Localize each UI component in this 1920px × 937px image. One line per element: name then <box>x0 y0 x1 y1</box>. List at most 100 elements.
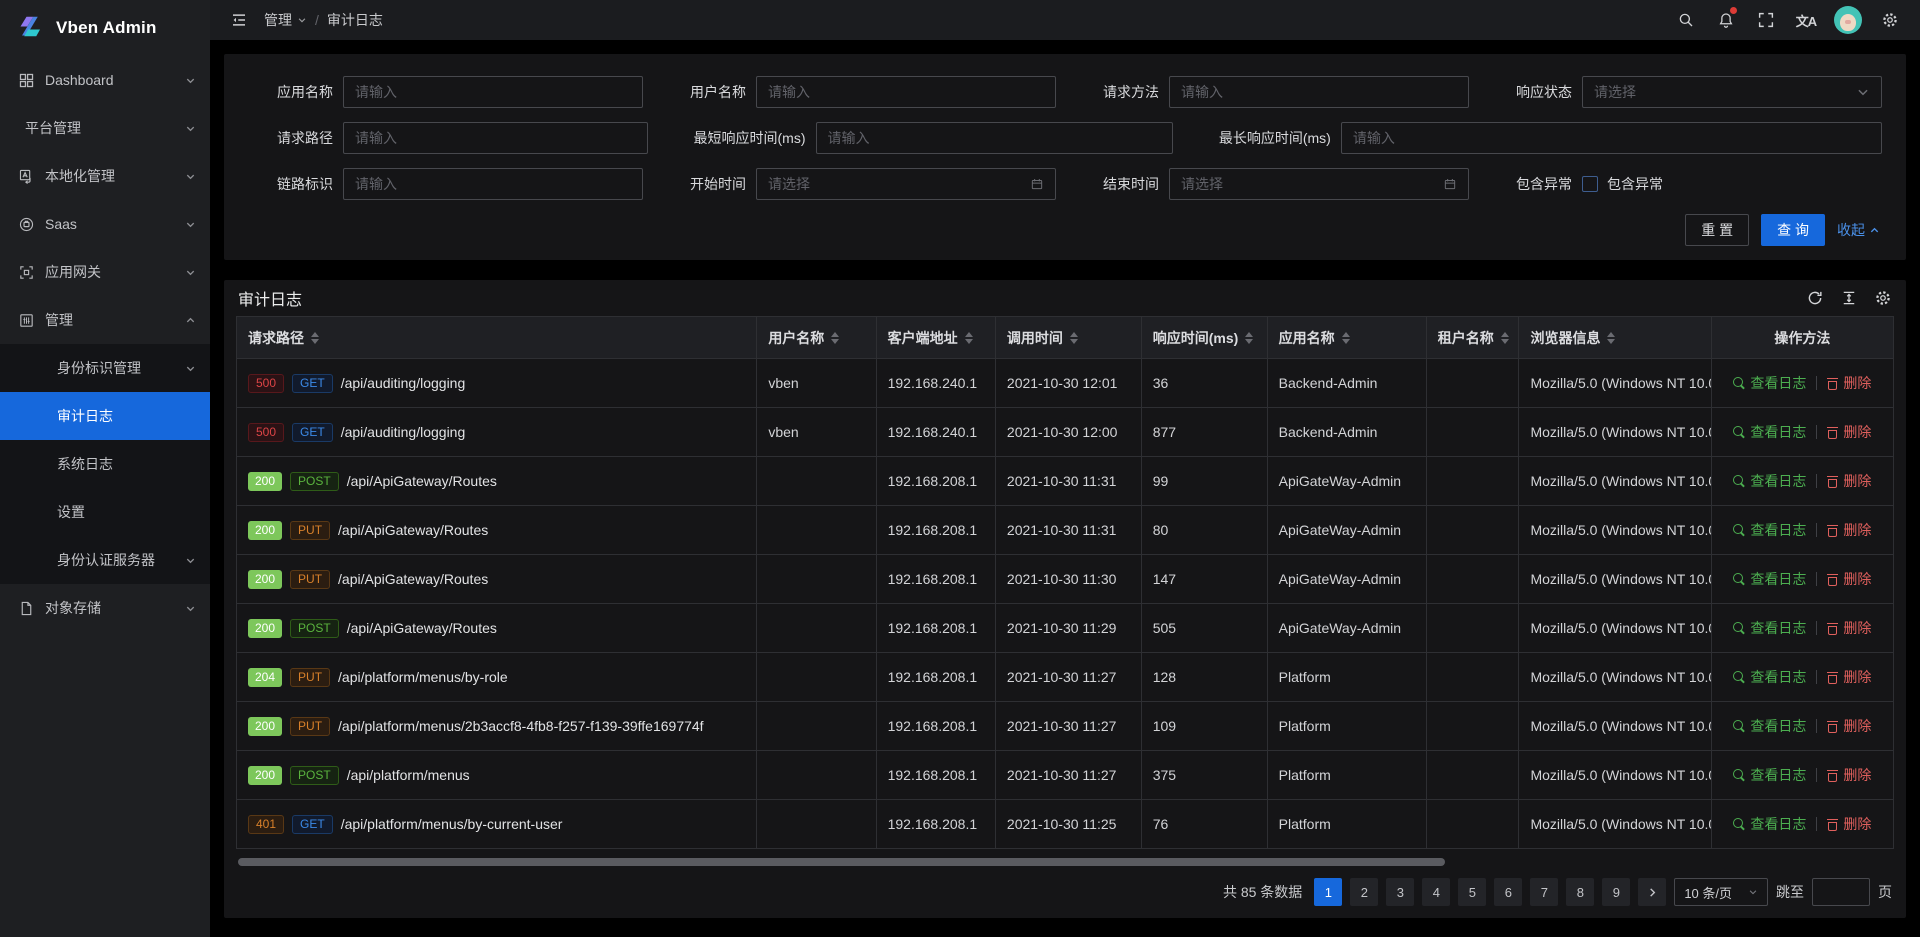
start-time-picker[interactable]: 请选择 <box>756 168 1056 200</box>
column-header-client-ip[interactable]: 客户端地址 <box>875 316 996 359</box>
browser-cell: Mozilla/5.0 (Windows NT 10.0; Win <box>1518 799 1712 849</box>
sort-icon[interactable] <box>1607 331 1616 344</box>
client-ip-cell: 192.168.208.1 <box>875 799 996 849</box>
delete-button[interactable]: 删除 <box>1827 667 1871 687</box>
fullscreen-icon[interactable] <box>1748 2 1784 38</box>
sidebar-item-audit-log[interactable]: 审计日志 <box>0 392 210 440</box>
page-button-8[interactable]: 8 <box>1566 878 1595 906</box>
sort-icon[interactable] <box>831 331 840 344</box>
search-icon[interactable] <box>1668 2 1704 38</box>
sidebar-item-object-storage[interactable]: 对象存储 <box>0 584 210 632</box>
column-header-user-name[interactable]: 用户名称 <box>756 316 877 359</box>
sidebar-item-platform[interactable]: 平台管理 <box>0 104 210 152</box>
sort-icon[interactable] <box>311 331 319 344</box>
page-button-5[interactable]: 5 <box>1458 878 1487 906</box>
avatar[interactable] <box>1834 6 1862 34</box>
column-header-browser[interactable]: 浏览器信息 <box>1518 316 1712 359</box>
logo[interactable]: Vben Admin <box>0 0 210 56</box>
view-log-button[interactable]: 查看日志 <box>1733 716 1806 736</box>
app-name-input[interactable] <box>343 76 643 108</box>
sort-icon[interactable] <box>964 331 973 344</box>
page-button-2[interactable]: 2 <box>1350 878 1379 906</box>
view-log-button[interactable]: 查看日志 <box>1733 471 1806 491</box>
sidebar-item-gateway[interactable]: 应用网关 <box>0 248 210 296</box>
magnifier-icon <box>1733 475 1745 487</box>
delete-button[interactable]: 删除 <box>1827 716 1871 736</box>
form-row-3: 链路标识 开始时间 请选择 结束时间 请选择 <box>248 168 1882 200</box>
sort-icon[interactable] <box>1245 331 1254 344</box>
status-badge: 200 <box>248 471 283 491</box>
max-response-time-input[interactable] <box>1340 122 1882 154</box>
view-log-button[interactable]: 查看日志 <box>1733 422 1806 442</box>
sidebar-item-settings[interactable]: 设置 <box>0 488 210 536</box>
column-header-app-name[interactable]: 应用名称 <box>1266 316 1427 359</box>
menu-fold-button[interactable] <box>224 5 254 35</box>
delete-button[interactable]: 删除 <box>1827 618 1871 638</box>
sort-icon[interactable] <box>1069 331 1078 344</box>
http-method-input[interactable] <box>1169 76 1469 108</box>
view-log-button[interactable]: 查看日志 <box>1733 569 1806 589</box>
jump-page-input[interactable] <box>1812 878 1870 906</box>
request-path-input[interactable] <box>343 122 648 154</box>
include-exception-checkbox[interactable] <box>1582 176 1598 192</box>
column-header-call-time[interactable]: 调用时间 <box>994 316 1142 359</box>
min-response-time-input[interactable] <box>815 122 1173 154</box>
delete-button[interactable]: 删除 <box>1827 422 1871 442</box>
sidebar-item-system-log[interactable]: 系统日志 <box>0 440 210 488</box>
page-button-9[interactable]: 9 <box>1602 878 1631 906</box>
column-header-duration[interactable]: 响应时间(ms) <box>1140 316 1268 359</box>
column-settings-icon[interactable] <box>1874 289 1892 307</box>
end-time-picker[interactable]: 请选择 <box>1169 168 1469 200</box>
next-page-button[interactable] <box>1638 878 1667 906</box>
delete-button[interactable]: 删除 <box>1827 569 1871 589</box>
magnifier-icon <box>1733 769 1745 781</box>
breadcrumb-item-manage[interactable]: 管理 <box>264 10 307 30</box>
column-header-tenant-name[interactable]: 租户名称 <box>1425 316 1520 359</box>
sidebar-item-saas[interactable]: Saas <box>0 200 210 248</box>
view-log-button[interactable]: 查看日志 <box>1733 667 1806 687</box>
page-button-3[interactable]: 3 <box>1386 878 1415 906</box>
column-header-actions: 操作方法 <box>1710 316 1895 359</box>
sidebar-item-dashboard[interactable]: Dashboard <box>0 56 210 104</box>
refresh-icon[interactable] <box>1806 289 1824 307</box>
settings-gear-icon[interactable] <box>1872 2 1908 38</box>
row-height-icon[interactable] <box>1840 289 1858 307</box>
page-button-6[interactable]: 6 <box>1494 878 1523 906</box>
page-button-1[interactable]: 1 <box>1314 878 1343 906</box>
column-header-request-path[interactable]: 请求路径 <box>235 316 758 359</box>
delete-button[interactable]: 删除 <box>1827 814 1871 834</box>
scrollbar-thumb[interactable] <box>238 858 1446 866</box>
page-button-4[interactable]: 4 <box>1422 878 1451 906</box>
jump-unit: 页 <box>1878 884 1892 900</box>
sort-icon[interactable] <box>1500 331 1509 344</box>
user-name-input[interactable] <box>756 76 1056 108</box>
view-log-button[interactable]: 查看日志 <box>1733 520 1806 540</box>
duration-cell: 877 <box>1140 407 1268 457</box>
status-badge: 204 <box>248 667 283 687</box>
sidebar-item-identity[interactable]: 身份标识管理 <box>0 344 210 392</box>
view-log-button[interactable]: 查看日志 <box>1733 814 1806 834</box>
translate-icon[interactable]: 文A <box>1795 13 1817 29</box>
response-status-select[interactable]: 请选择 <box>1582 76 1882 108</box>
page-size-select[interactable]: 10 条/页 <box>1674 878 1768 906</box>
trash-icon <box>1827 475 1839 488</box>
duration-cell: 147 <box>1140 554 1268 604</box>
sidebar-item-auth-server[interactable]: 身份认证服务器 <box>0 536 210 584</box>
reset-button[interactable]: 重 置 <box>1685 214 1750 246</box>
view-log-button[interactable]: 查看日志 <box>1733 765 1806 785</box>
trace-id-input[interactable] <box>343 168 643 200</box>
sidebar-item-manage[interactable]: 管理 <box>0 296 210 344</box>
page-button-7[interactable]: 7 <box>1530 878 1559 906</box>
sidebar-item-localization[interactable]: 本地化管理 <box>0 152 210 200</box>
sort-icon[interactable] <box>1341 331 1350 344</box>
view-log-button[interactable]: 查看日志 <box>1733 618 1806 638</box>
notification-bell-icon[interactable] <box>1708 2 1744 38</box>
view-log-button[interactable]: 查看日志 <box>1733 373 1806 393</box>
chevron-down-icon <box>185 75 196 86</box>
delete-button[interactable]: 删除 <box>1827 373 1871 393</box>
delete-button[interactable]: 删除 <box>1827 520 1871 540</box>
delete-button[interactable]: 删除 <box>1827 471 1871 491</box>
delete-button[interactable]: 删除 <box>1827 765 1871 785</box>
search-button[interactable]: 查 询 <box>1761 214 1825 246</box>
collapse-button[interactable]: 收起 <box>1837 220 1880 240</box>
